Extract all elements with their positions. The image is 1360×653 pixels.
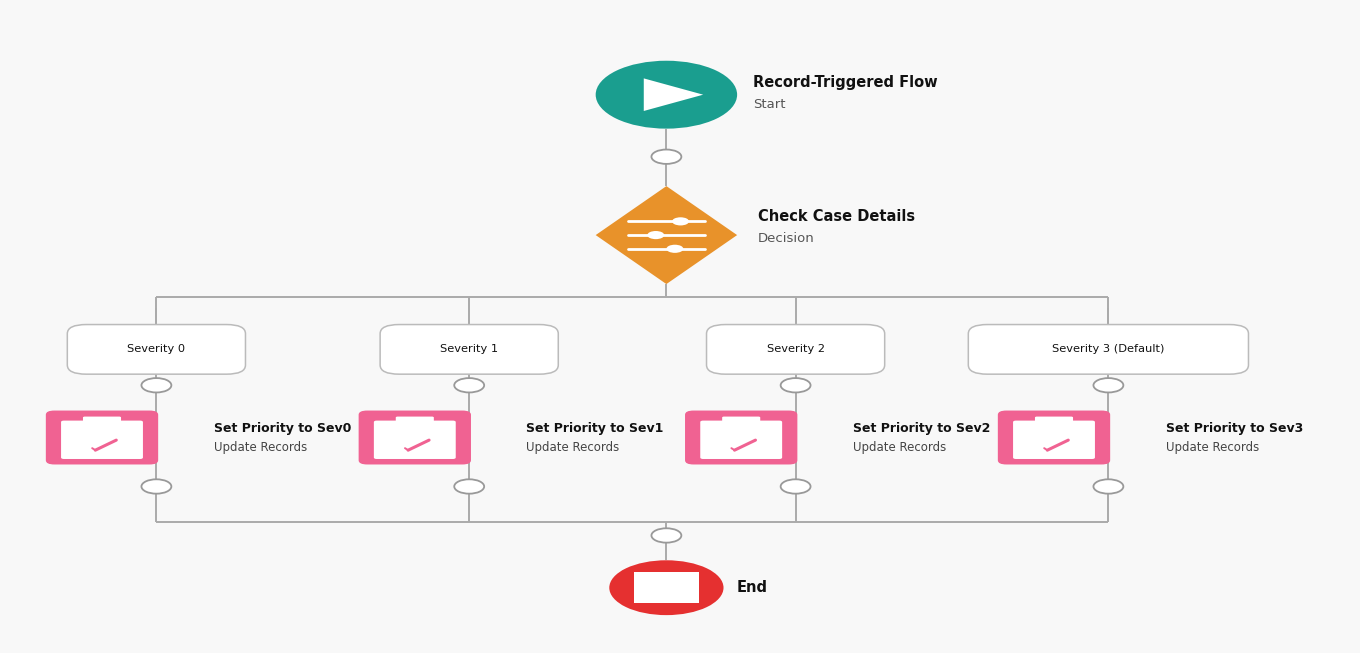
Circle shape bbox=[781, 378, 811, 392]
Text: Update Records: Update Records bbox=[1166, 441, 1259, 454]
Polygon shape bbox=[643, 78, 703, 111]
Circle shape bbox=[141, 479, 171, 494]
Circle shape bbox=[1093, 479, 1123, 494]
FancyBboxPatch shape bbox=[700, 421, 782, 459]
Text: Set Priority to Sev2: Set Priority to Sev2 bbox=[853, 422, 990, 435]
FancyBboxPatch shape bbox=[634, 572, 699, 603]
FancyBboxPatch shape bbox=[83, 417, 121, 425]
FancyBboxPatch shape bbox=[1035, 417, 1073, 425]
Text: End: End bbox=[737, 581, 768, 595]
Text: Set Priority to Sev0: Set Priority to Sev0 bbox=[214, 422, 351, 435]
Text: Update Records: Update Records bbox=[526, 441, 620, 454]
Circle shape bbox=[1093, 378, 1123, 392]
FancyBboxPatch shape bbox=[396, 417, 434, 425]
FancyBboxPatch shape bbox=[68, 325, 245, 374]
Text: Start: Start bbox=[753, 98, 786, 111]
Text: Update Records: Update Records bbox=[853, 441, 947, 454]
Circle shape bbox=[609, 560, 724, 615]
Polygon shape bbox=[596, 186, 737, 284]
Circle shape bbox=[647, 231, 664, 239]
Text: Record-Triggered Flow: Record-Triggered Flow bbox=[753, 76, 938, 90]
FancyBboxPatch shape bbox=[61, 421, 143, 459]
FancyBboxPatch shape bbox=[374, 421, 456, 459]
Text: Severity 2: Severity 2 bbox=[767, 344, 824, 355]
FancyBboxPatch shape bbox=[46, 411, 158, 464]
Text: Severity 0: Severity 0 bbox=[128, 344, 185, 355]
FancyBboxPatch shape bbox=[685, 411, 797, 464]
Text: Set Priority to Sev3: Set Priority to Sev3 bbox=[1166, 422, 1303, 435]
Text: Decision: Decision bbox=[758, 232, 815, 245]
Circle shape bbox=[141, 378, 171, 392]
Text: Update Records: Update Records bbox=[214, 441, 307, 454]
Text: Severity 3 (Default): Severity 3 (Default) bbox=[1053, 344, 1164, 355]
Circle shape bbox=[454, 378, 484, 392]
Circle shape bbox=[651, 528, 681, 543]
FancyBboxPatch shape bbox=[707, 325, 884, 374]
Circle shape bbox=[672, 217, 690, 225]
Circle shape bbox=[651, 150, 681, 164]
FancyBboxPatch shape bbox=[998, 411, 1110, 464]
Circle shape bbox=[454, 479, 484, 494]
Text: Severity 1: Severity 1 bbox=[441, 344, 498, 355]
Text: Set Priority to Sev1: Set Priority to Sev1 bbox=[526, 422, 664, 435]
Text: Check Case Details: Check Case Details bbox=[758, 210, 915, 224]
FancyBboxPatch shape bbox=[722, 417, 760, 425]
FancyBboxPatch shape bbox=[379, 325, 558, 374]
FancyBboxPatch shape bbox=[1013, 421, 1095, 459]
Circle shape bbox=[781, 479, 811, 494]
FancyBboxPatch shape bbox=[359, 411, 471, 464]
FancyBboxPatch shape bbox=[968, 325, 1248, 374]
Circle shape bbox=[666, 245, 683, 253]
Circle shape bbox=[596, 61, 737, 129]
